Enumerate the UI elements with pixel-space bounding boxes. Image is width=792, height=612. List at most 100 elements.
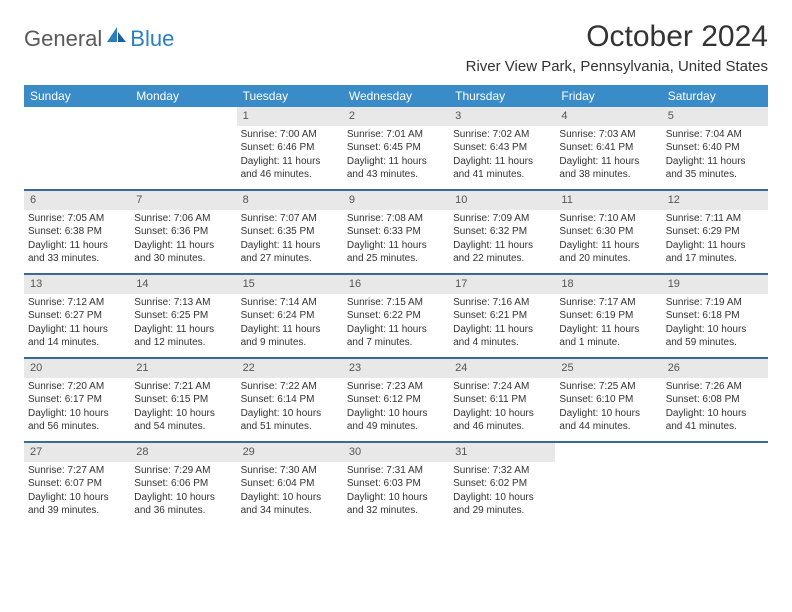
daylight-line: Daylight: 11 hours and 14 minutes. (28, 323, 126, 350)
sunset-line: Sunset: 6:45 PM (347, 141, 445, 155)
daylight-line: Daylight: 10 hours and 36 minutes. (134, 491, 232, 518)
daylight-line: Daylight: 11 hours and 25 minutes. (347, 239, 445, 266)
day-number: 21 (130, 359, 236, 378)
day-number: 30 (343, 443, 449, 462)
day-cell: 8Sunrise: 7:07 AMSunset: 6:35 PMDaylight… (237, 191, 343, 273)
sunrise-line: Sunrise: 7:16 AM (453, 296, 551, 310)
sunset-line: Sunset: 6:27 PM (28, 309, 126, 323)
sunset-line: Sunset: 6:14 PM (241, 393, 339, 407)
logo-text-blue: Blue (130, 26, 174, 52)
day-number: 6 (24, 191, 130, 210)
daylight-line: Daylight: 10 hours and 54 minutes. (134, 407, 232, 434)
day-cell: 30Sunrise: 7:31 AMSunset: 6:03 PMDayligh… (343, 443, 449, 525)
week-row: 27Sunrise: 7:27 AMSunset: 6:07 PMDayligh… (24, 443, 768, 525)
day-number: 25 (555, 359, 661, 378)
day-number: 22 (237, 359, 343, 378)
sunrise-line: Sunrise: 7:08 AM (347, 212, 445, 226)
sunrise-line: Sunrise: 7:01 AM (347, 128, 445, 142)
day-cell: 26Sunrise: 7:26 AMSunset: 6:08 PMDayligh… (662, 359, 768, 441)
sunrise-line: Sunrise: 7:26 AM (666, 380, 764, 394)
day-body: Sunrise: 7:09 AMSunset: 6:32 PMDaylight:… (449, 210, 555, 270)
sunrise-line: Sunrise: 7:19 AM (666, 296, 764, 310)
day-cell: 5Sunrise: 7:04 AMSunset: 6:40 PMDaylight… (662, 107, 768, 189)
day-number: 31 (449, 443, 555, 462)
daylight-line: Daylight: 11 hours and 1 minute. (559, 323, 657, 350)
page-header: General Blue October 2024 River View Par… (24, 20, 768, 75)
sunset-line: Sunset: 6:04 PM (241, 477, 339, 491)
sunrise-line: Sunrise: 7:04 AM (666, 128, 764, 142)
day-body: Sunrise: 7:32 AMSunset: 6:02 PMDaylight:… (449, 462, 555, 522)
day-body: Sunrise: 7:22 AMSunset: 6:14 PMDaylight:… (237, 378, 343, 438)
daylight-line: Daylight: 11 hours and 20 minutes. (559, 239, 657, 266)
day-body: Sunrise: 7:13 AMSunset: 6:25 PMDaylight:… (130, 294, 236, 354)
daylight-line: Daylight: 10 hours and 49 minutes. (347, 407, 445, 434)
day-body: Sunrise: 7:01 AMSunset: 6:45 PMDaylight:… (343, 126, 449, 186)
sunset-line: Sunset: 6:17 PM (28, 393, 126, 407)
sunrise-line: Sunrise: 7:15 AM (347, 296, 445, 310)
day-number: 23 (343, 359, 449, 378)
day-body: Sunrise: 7:00 AMSunset: 6:46 PMDaylight:… (237, 126, 343, 186)
sunrise-line: Sunrise: 7:07 AM (241, 212, 339, 226)
sunset-line: Sunset: 6:22 PM (347, 309, 445, 323)
day-body: Sunrise: 7:03 AMSunset: 6:41 PMDaylight:… (555, 126, 661, 186)
day-cell: 23Sunrise: 7:23 AMSunset: 6:12 PMDayligh… (343, 359, 449, 441)
logo: General Blue (24, 26, 174, 52)
day-number: 4 (555, 107, 661, 126)
sunrise-line: Sunrise: 7:31 AM (347, 464, 445, 478)
daylight-line: Daylight: 11 hours and 35 minutes. (666, 155, 764, 182)
sunrise-line: Sunrise: 7:21 AM (134, 380, 232, 394)
sunset-line: Sunset: 6:30 PM (559, 225, 657, 239)
day-body: Sunrise: 7:07 AMSunset: 6:35 PMDaylight:… (237, 210, 343, 270)
day-body: Sunrise: 7:23 AMSunset: 6:12 PMDaylight:… (343, 378, 449, 438)
day-body: Sunrise: 7:26 AMSunset: 6:08 PMDaylight:… (662, 378, 768, 438)
daylight-line: Daylight: 11 hours and 9 minutes. (241, 323, 339, 350)
day-cell: 2Sunrise: 7:01 AMSunset: 6:45 PMDaylight… (343, 107, 449, 189)
sunrise-line: Sunrise: 7:23 AM (347, 380, 445, 394)
month-title: October 2024 (466, 20, 768, 54)
sunrise-line: Sunrise: 7:17 AM (559, 296, 657, 310)
sunrise-line: Sunrise: 7:03 AM (559, 128, 657, 142)
day-cell: 7Sunrise: 7:06 AMSunset: 6:36 PMDaylight… (130, 191, 236, 273)
sunset-line: Sunset: 6:25 PM (134, 309, 232, 323)
daylight-line: Daylight: 11 hours and 46 minutes. (241, 155, 339, 182)
day-body: Sunrise: 7:25 AMSunset: 6:10 PMDaylight:… (555, 378, 661, 438)
day-body: Sunrise: 7:19 AMSunset: 6:18 PMDaylight:… (662, 294, 768, 354)
day-number: 18 (555, 275, 661, 294)
day-body: Sunrise: 7:04 AMSunset: 6:40 PMDaylight:… (662, 126, 768, 186)
calendar-body: 1Sunrise: 7:00 AMSunset: 6:46 PMDaylight… (24, 107, 768, 525)
sunrise-line: Sunrise: 7:25 AM (559, 380, 657, 394)
day-body: Sunrise: 7:08 AMSunset: 6:33 PMDaylight:… (343, 210, 449, 270)
day-body: Sunrise: 7:16 AMSunset: 6:21 PMDaylight:… (449, 294, 555, 354)
day-cell: 28Sunrise: 7:29 AMSunset: 6:06 PMDayligh… (130, 443, 236, 525)
day-cell: 17Sunrise: 7:16 AMSunset: 6:21 PMDayligh… (449, 275, 555, 357)
day-number (662, 443, 768, 462)
day-cell: 12Sunrise: 7:11 AMSunset: 6:29 PMDayligh… (662, 191, 768, 273)
day-cell: 20Sunrise: 7:20 AMSunset: 6:17 PMDayligh… (24, 359, 130, 441)
day-number (555, 443, 661, 462)
daylight-line: Daylight: 11 hours and 43 minutes. (347, 155, 445, 182)
sunrise-line: Sunrise: 7:13 AM (134, 296, 232, 310)
sunset-line: Sunset: 6:32 PM (453, 225, 551, 239)
sunrise-line: Sunrise: 7:20 AM (28, 380, 126, 394)
day-number (24, 107, 130, 126)
day-cell: 31Sunrise: 7:32 AMSunset: 6:02 PMDayligh… (449, 443, 555, 525)
day-cell (662, 443, 768, 525)
day-number: 11 (555, 191, 661, 210)
day-number: 2 (343, 107, 449, 126)
daylight-line: Daylight: 11 hours and 30 minutes. (134, 239, 232, 266)
daylight-line: Daylight: 11 hours and 27 minutes. (241, 239, 339, 266)
daylight-line: Daylight: 11 hours and 17 minutes. (666, 239, 764, 266)
weekday-header: Wednesday (343, 85, 449, 107)
logo-sail-icon (106, 26, 128, 49)
sunset-line: Sunset: 6:40 PM (666, 141, 764, 155)
day-number: 24 (449, 359, 555, 378)
day-body: Sunrise: 7:11 AMSunset: 6:29 PMDaylight:… (662, 210, 768, 270)
weekday-header: Tuesday (237, 85, 343, 107)
daylight-line: Daylight: 10 hours and 44 minutes. (559, 407, 657, 434)
day-body: Sunrise: 7:14 AMSunset: 6:24 PMDaylight:… (237, 294, 343, 354)
week-row: 13Sunrise: 7:12 AMSunset: 6:27 PMDayligh… (24, 275, 768, 359)
location-text: River View Park, Pennsylvania, United St… (466, 58, 768, 75)
day-cell: 18Sunrise: 7:17 AMSunset: 6:19 PMDayligh… (555, 275, 661, 357)
daylight-line: Daylight: 11 hours and 41 minutes. (453, 155, 551, 182)
day-body: Sunrise: 7:29 AMSunset: 6:06 PMDaylight:… (130, 462, 236, 522)
